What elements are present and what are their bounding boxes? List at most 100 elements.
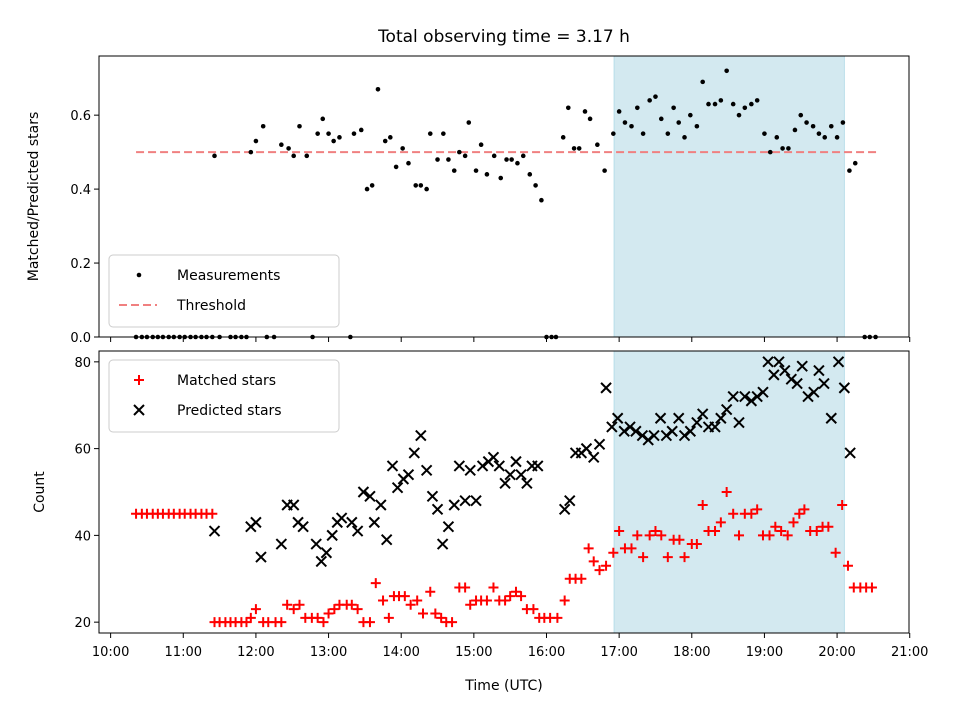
data-point [828,123,834,129]
data-point [776,526,787,537]
data-point [678,429,691,442]
data-point [730,101,736,107]
data-point [767,149,773,155]
data-point [647,98,652,103]
observing-window-span [613,55,845,338]
data-point [834,135,840,140]
data-point [635,105,640,111]
data-point [412,595,423,606]
data-point [346,516,358,529]
data-point [491,153,497,159]
data-point [134,375,144,385]
data-point [808,386,820,398]
data-point [706,101,711,107]
data-point [813,364,825,377]
data-point [435,157,440,162]
data-point [351,525,364,537]
data-point [312,612,323,623]
data-point [499,477,511,490]
data-point [504,157,509,162]
data-point [291,153,296,159]
x-tick-label: 14:00 [382,645,419,660]
data-point [791,377,803,390]
data-point [644,530,655,541]
data-point [498,175,504,181]
data-point [466,120,472,125]
data-point [380,534,393,546]
data-point [582,109,588,114]
data-point [762,356,774,368]
data-point [660,429,673,442]
data-point [632,530,643,541]
data-point [393,164,399,170]
data-point [640,131,646,136]
data-point [460,582,471,593]
legend-box [108,359,340,433]
y-tick-label: 60 [74,443,91,458]
data-point [724,68,729,74]
data-point [571,146,577,151]
data-point [786,146,791,151]
data-point [774,135,780,140]
data-point [565,105,571,111]
data-point [636,429,649,442]
data-point [629,123,634,129]
data-point [754,98,760,103]
data-point [642,434,654,446]
data-point [764,530,775,541]
data-point [446,157,451,162]
data-point [665,131,671,136]
data-point [709,421,721,433]
data-point [405,599,416,610]
y-tick-label: 0.0 [70,331,91,346]
legend-box [108,254,340,328]
data-point [275,538,288,550]
data-point [420,464,433,477]
data-point [470,494,482,507]
data-point [462,153,468,159]
y-axis-label: Count [32,471,48,513]
data-point [832,356,845,368]
x-tick-label: 16:00 [528,645,565,660]
data-point [320,547,333,559]
data-point [552,612,563,623]
data-point [136,272,142,278]
y-tick-label: 0.6 [70,109,91,124]
data-point [847,168,852,173]
legend-label: Threshold [176,298,246,314]
data-point [527,172,533,177]
legend: Measurements Threshold [108,254,340,328]
data-point [712,101,718,107]
data-point [509,157,514,162]
data-point [622,120,628,125]
data-point [684,425,697,437]
data-point [388,135,393,140]
data-point [352,604,363,615]
data-point [357,486,370,498]
x-tick-label: 20:00 [818,645,855,660]
data-point [650,526,661,537]
data-point [587,116,593,122]
data-point [488,582,499,593]
data-point [504,468,516,481]
data-point [369,183,375,188]
data-point [441,131,446,136]
data-point [375,499,387,511]
data-point [424,186,429,192]
data-point [358,127,364,133]
data-point [248,149,254,155]
data-point [840,120,846,125]
y-tick-label: 80 [74,356,91,371]
data-point [484,172,490,177]
data-point [382,138,388,144]
data-point [830,547,841,558]
data-point [294,599,305,610]
data-point [728,508,739,519]
data-point [436,538,449,550]
data-point [822,135,828,140]
data-point [478,142,484,148]
data-point [671,105,676,111]
data-point [559,595,570,606]
data-point [694,123,700,129]
data-point [510,455,522,468]
